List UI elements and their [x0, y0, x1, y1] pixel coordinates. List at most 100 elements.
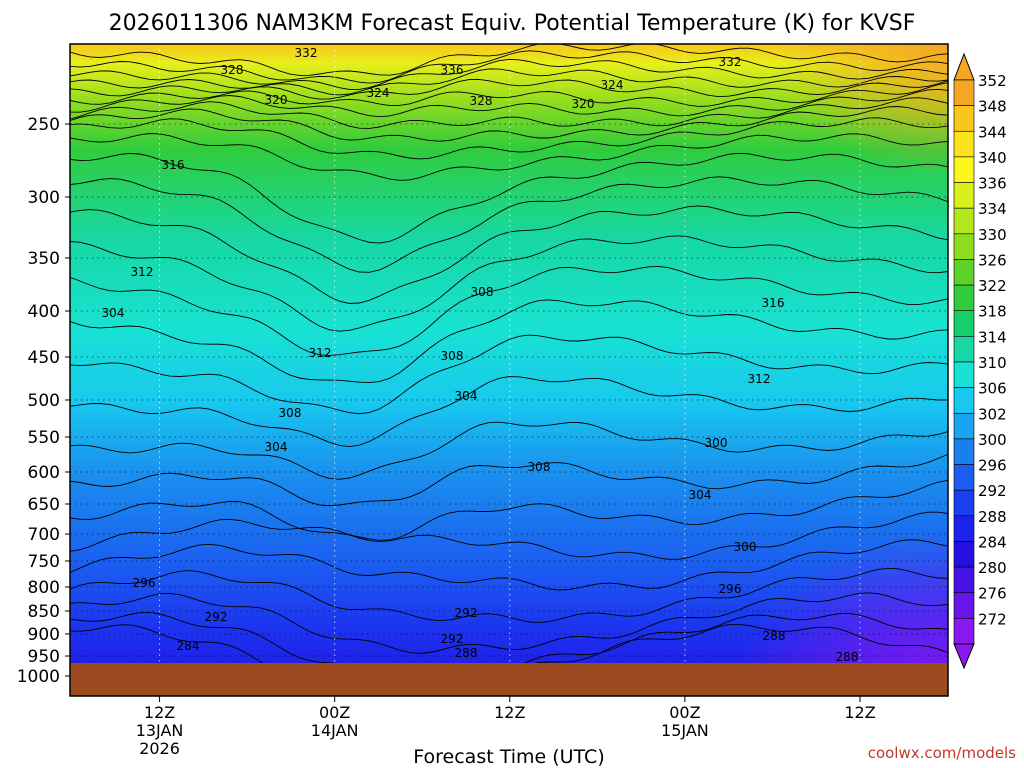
- contour-label: 292: [455, 606, 478, 620]
- contour-line: [70, 376, 948, 448]
- y-tick-label-450: 450: [28, 348, 60, 368]
- contour-line: [70, 176, 948, 273]
- contour-line: [70, 97, 948, 129]
- colorbar-label: 280: [978, 559, 1007, 577]
- contour-label: 304: [689, 488, 712, 502]
- contour-line: [70, 82, 948, 107]
- colorbar-label: 302: [978, 405, 1007, 423]
- colorbar-swatch: [953, 310, 975, 337]
- colorbar-label: 340: [978, 149, 1007, 167]
- colorbar-label: 314: [978, 328, 1007, 346]
- y-tick-label-400: 400: [28, 302, 60, 322]
- contour-line: [70, 539, 948, 591]
- contour-label: 316: [162, 158, 185, 172]
- y-tick-label-700: 700: [28, 525, 60, 545]
- colorbar-swatch: [953, 79, 975, 106]
- y-tick-label-500: 500: [28, 391, 60, 411]
- x-tick-label: 12Z: [494, 703, 525, 722]
- colorbar-swatch: [953, 336, 975, 363]
- colorbar-swatch: [953, 566, 975, 594]
- colorbar-swatch: [953, 515, 975, 542]
- contour-label: 288: [836, 650, 859, 664]
- x-axis-label: Forecast Time (UTC): [413, 746, 604, 768]
- colorbar-swatch: [953, 489, 975, 517]
- contour-line: [70, 299, 948, 384]
- contour-label: 304: [265, 440, 288, 454]
- contour-label: 324: [367, 86, 390, 100]
- contour-label: 308: [441, 349, 464, 363]
- contour-label: 304: [102, 306, 125, 320]
- contour-label: 296: [719, 582, 742, 596]
- x-tick-label: 12Z: [144, 703, 175, 722]
- x-tick-label: 12Z: [844, 703, 875, 722]
- colorbar-label: 288: [978, 508, 1007, 526]
- contour-label: 320: [265, 93, 288, 107]
- colorbar-label: 344: [978, 123, 1007, 141]
- colorbar-label: 272: [978, 610, 1007, 628]
- colorbar-label: 284: [978, 533, 1007, 551]
- contour-line: [70, 592, 948, 654]
- colorbar-swatch: [953, 182, 975, 209]
- contour-line: [70, 334, 948, 415]
- contour-label: 308: [279, 406, 302, 420]
- colorbar-label: 318: [978, 303, 1007, 321]
- y-tick-label-250: 250: [28, 115, 60, 135]
- colorbar-swatch: [953, 541, 975, 568]
- x-tick-label: 15JAN: [661, 721, 709, 740]
- y-tick-label-900: 900: [28, 625, 60, 645]
- colorbar-label: 296: [978, 457, 1007, 475]
- contour-line: [70, 58, 948, 90]
- colorbar-label: 306: [978, 380, 1007, 398]
- contour-label: 300: [734, 540, 757, 554]
- contour-line: [70, 479, 948, 541]
- contour-line: [70, 265, 948, 356]
- contour-label: 312: [309, 346, 332, 360]
- contour-label: 328: [470, 94, 493, 108]
- contour-label: 300: [705, 436, 728, 450]
- contour-label: 304: [455, 389, 478, 403]
- contour-label: 312: [131, 265, 154, 279]
- colorbar-label: 292: [978, 482, 1007, 500]
- contour-line: [70, 453, 948, 507]
- terrain-below-ground: [70, 663, 948, 696]
- y-tick-label-300: 300: [28, 188, 60, 208]
- contour-label: 320: [572, 97, 595, 111]
- contour-label: 292: [205, 610, 228, 624]
- contour-label: 288: [763, 629, 786, 643]
- y-tick-label-350: 350: [28, 249, 60, 269]
- colorbar-swatch: [953, 207, 975, 235]
- x-tick-label: 13JAN: [136, 721, 184, 740]
- contour-line: [70, 106, 948, 142]
- contour-label: 312: [748, 372, 771, 386]
- plot-frame: [69, 43, 949, 697]
- contour-label: 292: [441, 632, 464, 646]
- credit-link[interactable]: coolwx.com/models: [868, 744, 1016, 762]
- colorbar-label: 322: [978, 277, 1007, 295]
- y-tick-label-600: 600: [28, 463, 60, 483]
- contour-label: 288: [455, 646, 478, 660]
- contour-lines: [70, 44, 948, 696]
- contour-label: 308: [471, 285, 494, 299]
- contour-label: 332: [295, 46, 318, 60]
- colorbar-bottom-arrow: [953, 643, 975, 670]
- colorbar-label: 326: [978, 251, 1007, 269]
- y-tick-label-750: 750: [28, 552, 60, 572]
- colorbar-swatch: [953, 361, 975, 388]
- contour-label: 324: [601, 78, 624, 92]
- colorbar-swatch: [953, 284, 975, 312]
- contour-labels: 332 328 336 332 324 324 320 328 320 316 316 312 308 3…: [102, 46, 859, 664]
- contour-label: 332: [719, 55, 742, 69]
- colorbar-swatch: [953, 233, 975, 260]
- colorbar-swatch: [953, 387, 975, 414]
- colorbar-label: 334: [978, 200, 1007, 218]
- colorbar-swatch: [953, 105, 975, 132]
- colorbar-label: 276: [978, 585, 1007, 603]
- contour-label: 316: [762, 296, 785, 310]
- plot-area: 332 328 336 332 324 324 320 328 320 316 316 312 308 3…: [70, 44, 948, 696]
- contour-line: [70, 235, 948, 332]
- contour-line: [70, 421, 948, 480]
- y-tick-label-550: 550: [28, 428, 60, 448]
- colorbar-swatch: [953, 259, 975, 286]
